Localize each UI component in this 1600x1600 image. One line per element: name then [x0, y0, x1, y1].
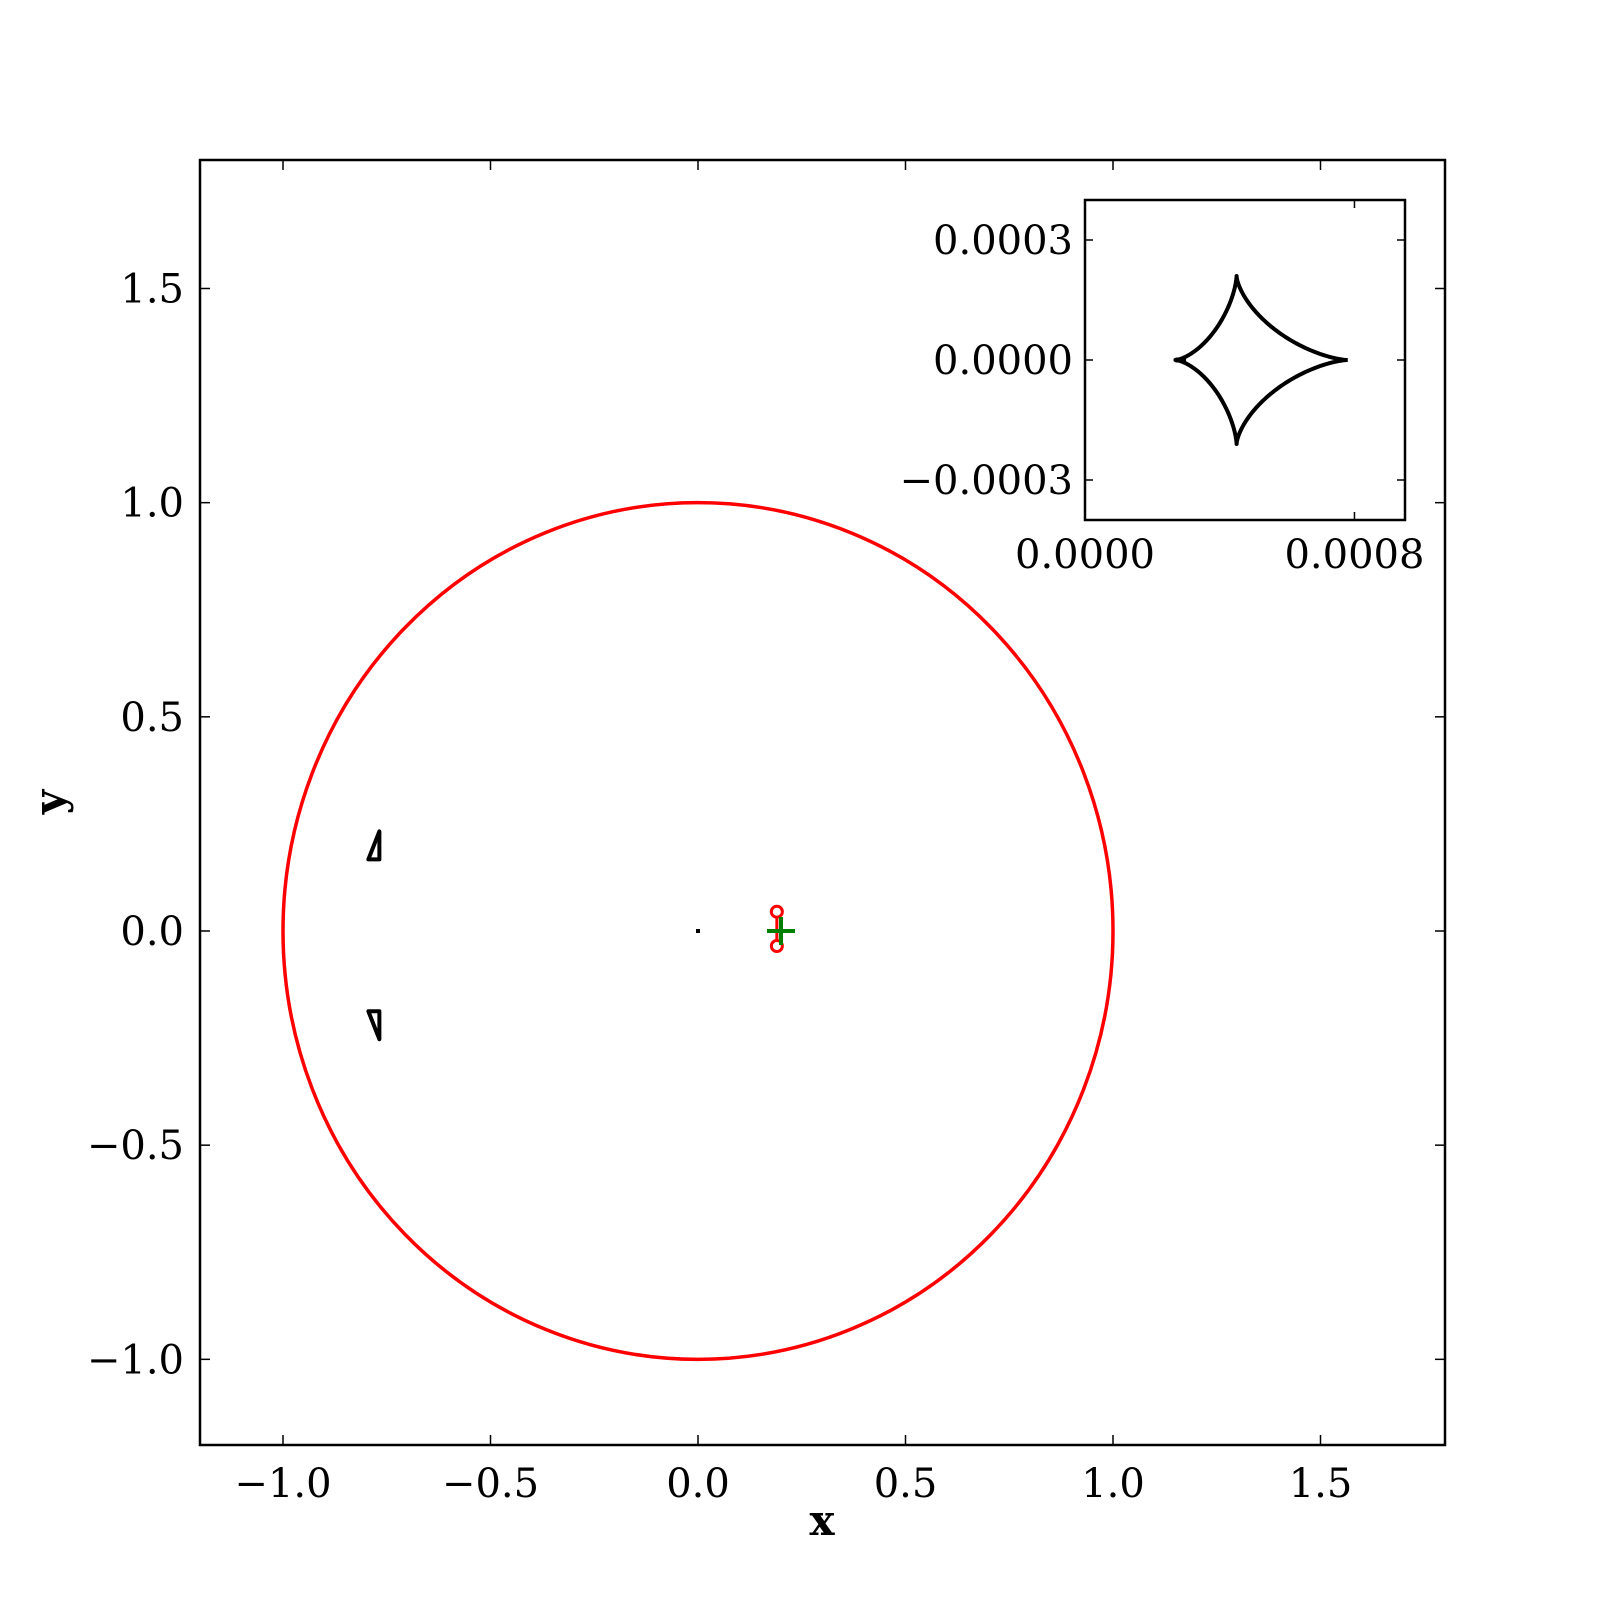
y-axis-label: y: [25, 788, 74, 815]
x-axis-label: x: [809, 1496, 835, 1545]
critical-curve-circle: [281, 500, 1115, 1362]
main-ticks: −1.0 −0.5 0.0 0.5 1.0 1.5 −1.0 −0.5 0.0 0.5 1.0 1.5: [87, 160, 1445, 1507]
y-tick-label: −1.0: [87, 1337, 184, 1383]
x-tick-label: 1.0: [1081, 1461, 1145, 1507]
planetary-caustic: [366, 829, 382, 862]
y-tick-label: −0.5: [87, 1123, 184, 1169]
inset-plot-area: [1173, 274, 1350, 446]
inset-x-tick-label: 0.0008: [1284, 532, 1424, 578]
planetary-caustic: [366, 1009, 382, 1042]
inset-astroid-caustic: [1173, 274, 1350, 446]
y-tick-label: 0.0: [120, 909, 184, 955]
main-plot-area: [281, 500, 1115, 1362]
inset-y-tick-label: −0.0003: [900, 458, 1073, 504]
y-tick-label: 0.5: [120, 695, 184, 741]
inset-x-tick-label: 0.0000: [1015, 532, 1155, 578]
x-tick-label: 0.0: [666, 1461, 730, 1507]
critical-curve-loop: [769, 904, 784, 919]
inset-axes-frame: [1083, 198, 1407, 522]
y-tick-label: 1.0: [120, 481, 184, 527]
x-tick-label: −1.0: [234, 1461, 331, 1507]
inset-y-tick-label: 0.0000: [933, 338, 1073, 384]
inset-ticks: 0.0000 0.0008 −0.0003 0.0000 0.0003: [900, 200, 1424, 578]
inset-y-tick-label: 0.0003: [933, 218, 1073, 264]
x-tick-label: 1.5: [1289, 1461, 1353, 1507]
x-tick-label: −0.5: [442, 1461, 539, 1507]
y-tick-label: 1.5: [120, 267, 184, 313]
x-tick-label: 0.5: [874, 1461, 938, 1507]
central-caustic: [696, 929, 700, 933]
main-axes-frame: [198, 158, 1447, 1447]
